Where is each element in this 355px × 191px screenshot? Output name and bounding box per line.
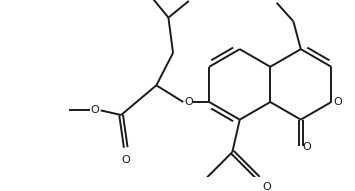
Text: O: O [333, 97, 342, 107]
Text: O: O [262, 182, 271, 191]
Text: O: O [303, 142, 311, 152]
Text: O: O [121, 155, 130, 165]
Text: O: O [185, 97, 193, 107]
Text: O: O [91, 105, 99, 115]
